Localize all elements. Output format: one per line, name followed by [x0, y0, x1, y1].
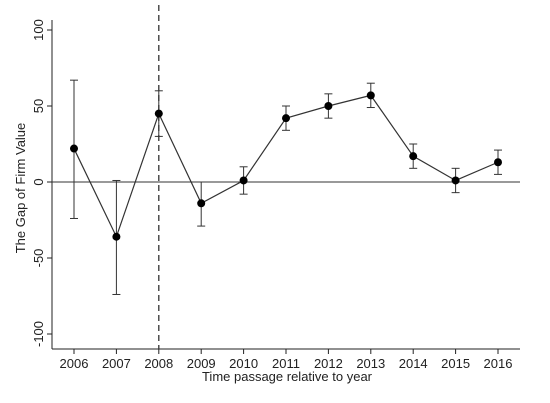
- data-point: [494, 158, 502, 167]
- x-tick-label: 2009: [187, 356, 216, 371]
- y-tick-label: 100: [31, 19, 46, 41]
- x-tick-label: 2016: [484, 356, 513, 371]
- x-tick-label: 2010: [229, 356, 258, 371]
- x-tick-label: 2006: [60, 356, 89, 371]
- x-tick-label: 2008: [144, 356, 173, 371]
- x-tick-label: 2015: [441, 356, 470, 371]
- y-tick-label: -50: [31, 249, 46, 268]
- y-tick-label: 0: [31, 178, 46, 185]
- data-point: [197, 199, 206, 208]
- data-point: [366, 91, 375, 100]
- y-tick-label: 50: [31, 99, 46, 113]
- x-tick-label: 2012: [314, 356, 343, 371]
- data-point: [112, 232, 121, 241]
- data-point: [324, 102, 333, 110]
- x-tick-label: 2014: [399, 356, 428, 371]
- data-point: [282, 114, 290, 123]
- x-tick-label: 2007: [102, 356, 131, 371]
- x-tick-label: 2013: [356, 356, 385, 371]
- data-point: [70, 144, 78, 153]
- data-point: [451, 176, 460, 185]
- x-tick-label: 2011: [272, 356, 300, 371]
- data-point: [409, 152, 418, 161]
- data-point: [154, 109, 163, 118]
- y-axis-label: The Gap of Firm Value: [13, 123, 28, 254]
- x-axis-label: Time passage relative to year: [202, 369, 373, 384]
- y-tick-label: -100: [31, 321, 46, 347]
- data-point: [239, 176, 248, 185]
- plot-area: -100 -50 0 50 100 2006 2007 2008 2009 2010 2011 201…: [31, 5, 520, 371]
